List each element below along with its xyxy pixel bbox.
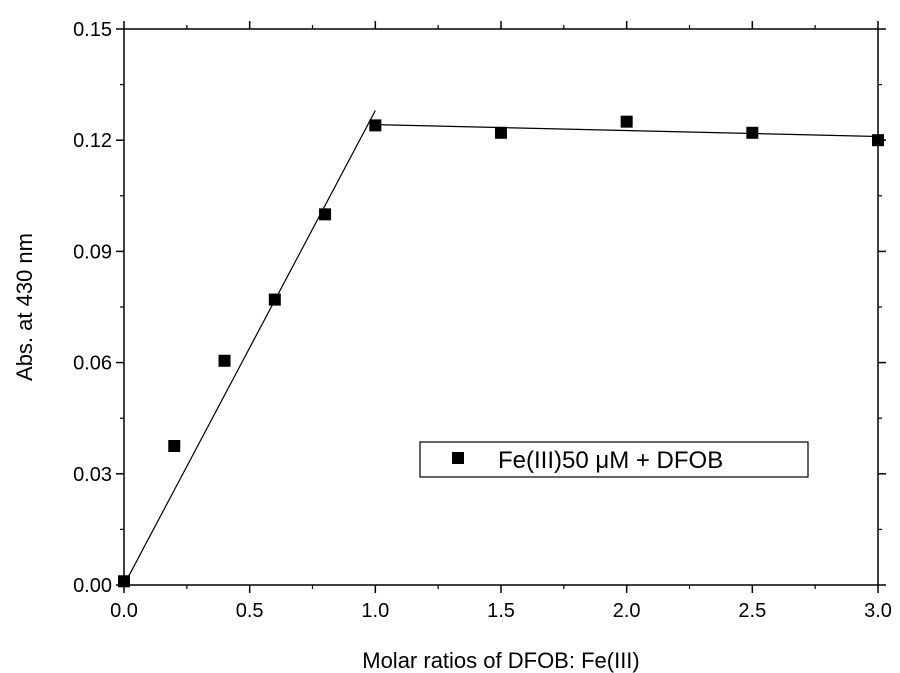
data-point — [620, 115, 633, 128]
y-tick-label: 0.06 — [73, 353, 112, 375]
data-point — [746, 126, 759, 139]
fit-line — [375, 124, 879, 138]
axis-ticks: 0.0 0.5 1.0 1.5 2.0 2.5 3.0 0.00 0.03 0.06 0.09 0.1… — [73, 19, 892, 622]
x-tick-label: 1.0 — [361, 600, 389, 622]
data-point — [268, 293, 281, 306]
plot-frame — [123, 28, 879, 586]
legend-marker — [452, 452, 464, 464]
y-tick-label: 0.15 — [73, 19, 112, 41]
legend-box — [419, 441, 809, 478]
data-points — [118, 115, 884, 588]
x-axis-title: Molar ratios of DFOB: Fe(III) — [362, 648, 640, 673]
y-tick-label: 0.12 — [73, 130, 112, 152]
data-point — [495, 126, 507, 139]
x-tick-label: 2.0 — [613, 600, 641, 622]
x-tick-label: 3.0 — [864, 600, 892, 622]
fit-lines — [123, 110, 879, 586]
x-tick-label: 0.5 — [236, 600, 264, 622]
legend: Fe(III)50 μM + DFOB — [419, 441, 809, 478]
y-tick-label: 0.09 — [73, 241, 112, 263]
x-tick-label: 1.5 — [487, 600, 515, 622]
data-point — [369, 119, 382, 132]
data-point — [319, 208, 332, 221]
data-point — [168, 440, 181, 452]
data-point — [218, 354, 231, 367]
x-tick-label: 0.0 — [110, 600, 138, 622]
y-axis-title: Abs. at 430 nm — [12, 233, 37, 381]
y-tick-label: 0.00 — [73, 575, 112, 597]
x-tick-label: 2.5 — [738, 600, 766, 622]
y-tick-label: 0.03 — [73, 464, 112, 486]
fit-line — [123, 110, 376, 586]
legend-label: Fe(III)50 μM + DFOB — [498, 447, 723, 474]
